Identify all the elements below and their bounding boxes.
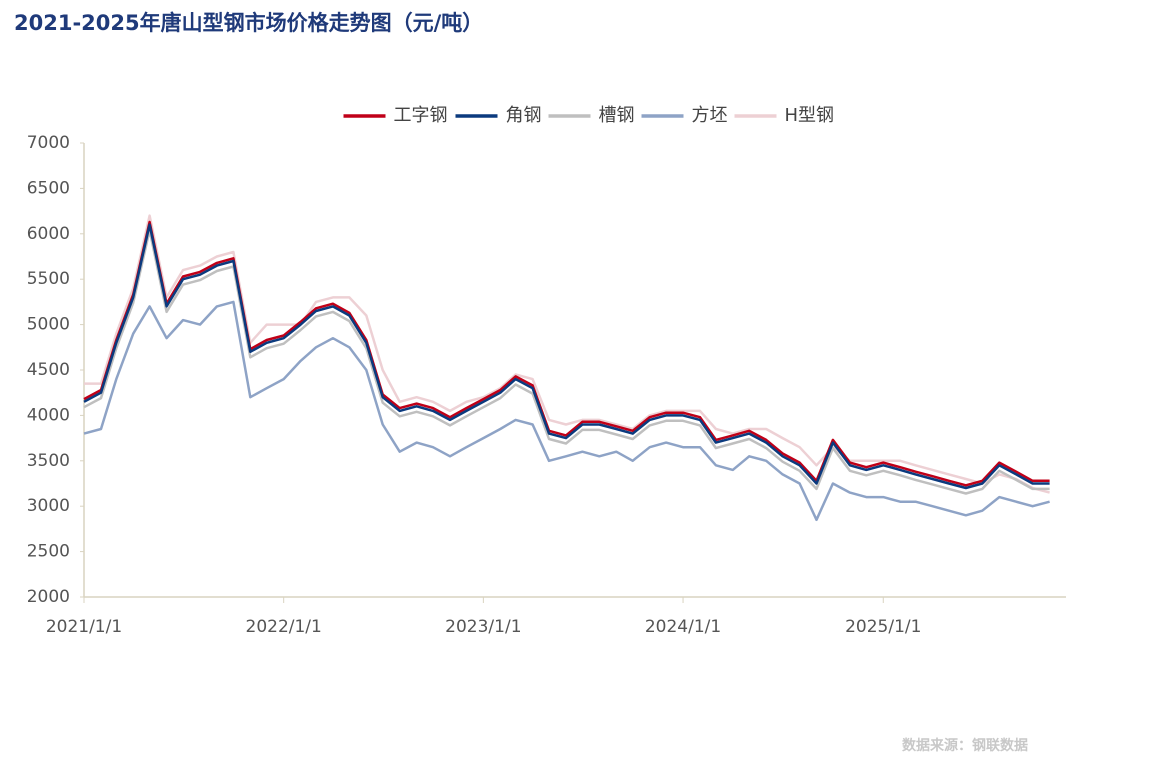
y-tick-label: 4000: [27, 405, 70, 425]
legend-label: 角钢: [506, 105, 542, 126]
y-tick-label: 3000: [27, 496, 70, 516]
legend-label: 方坯: [692, 105, 728, 126]
y-tick-label: 4500: [27, 360, 70, 380]
x-tick-label: 2023/1/1: [445, 617, 521, 637]
y-tick-label: 6500: [27, 178, 70, 198]
x-tick-label: 2024/1/1: [645, 617, 721, 637]
series-line: [84, 214, 1050, 494]
series-line: [83, 223, 1050, 490]
y-tick-label: 3500: [27, 451, 70, 471]
y-tick-label: 6000: [27, 224, 70, 244]
y-tick-label: 2000: [27, 587, 70, 607]
legend-label: 工字钢: [394, 105, 448, 126]
y-tick-label: 5500: [27, 269, 70, 289]
legend: 工字钢 角钢 槽钢 方坯 H型钢: [343, 105, 835, 126]
series-line: [83, 228, 1050, 495]
y-tick-label: 5000: [27, 315, 70, 335]
legend-label: H型钢: [785, 105, 835, 126]
legend-label: 槽钢: [599, 105, 635, 126]
x-tick-label: 2021/1/1: [46, 617, 122, 637]
y-tick-label: 7000: [27, 133, 70, 153]
chart-title: 2021-2025年唐山型钢市场价格走势图（元/吨）: [14, 11, 483, 35]
series-line: [83, 300, 1050, 522]
y-tick-label: 2500: [27, 542, 70, 562]
source-note: 数据来源：钢联数据: [902, 737, 1028, 754]
x-tick-label: 2022/1/1: [246, 617, 322, 637]
x-tick-label: 2025/1/1: [845, 617, 921, 637]
